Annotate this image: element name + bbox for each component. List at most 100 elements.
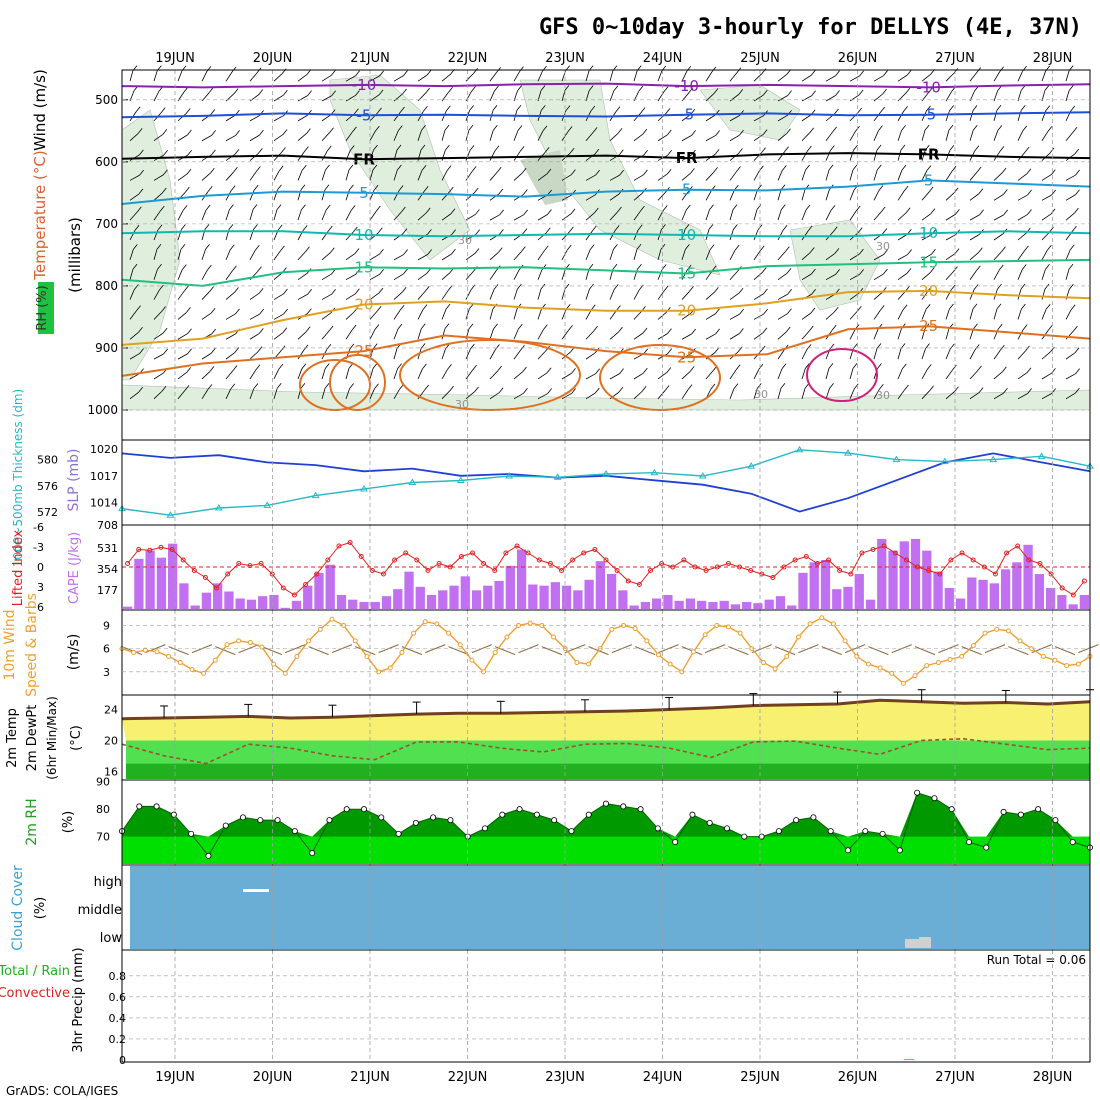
wind-barb	[253, 224, 258, 230]
wind-barb	[441, 170, 448, 181]
wind-barb	[161, 385, 167, 392]
wind-barb	[187, 129, 192, 136]
wind-barb	[1017, 250, 1025, 261]
wind-barb	[297, 251, 306, 261]
lifted-index-marker	[1048, 571, 1054, 577]
lifted-index-marker	[915, 564, 921, 570]
wind-barb	[972, 105, 978, 111]
date-label-bottom: 19JUN	[155, 1070, 195, 1085]
rh-marker	[793, 817, 800, 824]
wind-speed-marker	[737, 630, 743, 636]
wind-barb	[160, 107, 166, 113]
wind-barb	[614, 225, 620, 231]
wind-barb	[441, 328, 446, 340]
wind-barb	[225, 370, 234, 380]
cape-bar	[303, 585, 313, 609]
thickness-tick-label: 576	[37, 480, 58, 493]
wind-barb	[761, 267, 767, 273]
wind-barb	[1065, 373, 1076, 380]
wind-barb	[546, 168, 552, 175]
wind-barb	[878, 125, 883, 131]
wind-barb	[471, 86, 476, 92]
rh-marker	[533, 811, 540, 818]
wind-barb	[235, 308, 240, 315]
wind-barb	[498, 387, 504, 393]
wind-barb	[1069, 283, 1074, 290]
wind-barb	[585, 373, 596, 380]
rh-marker	[378, 814, 385, 821]
wind-tick-label: 6	[103, 643, 110, 656]
wind-barb	[681, 312, 692, 320]
wind-barb	[1025, 345, 1030, 352]
wind-barb	[537, 329, 544, 340]
rh-tick-label: 80	[96, 803, 110, 816]
wind-barb	[619, 368, 624, 374]
wind-barb	[760, 345, 766, 352]
wind-barb	[401, 286, 407, 293]
wind-speed-marker	[854, 653, 860, 659]
wind-barb	[206, 66, 212, 72]
wind-barb	[328, 225, 333, 232]
wind-barb	[993, 194, 1004, 201]
wind-barb	[513, 392, 524, 400]
wind-barb	[273, 115, 284, 122]
wind-barb	[973, 323, 978, 330]
wind-barb	[921, 272, 931, 281]
wind-barb	[297, 368, 303, 380]
contour-label: 15	[354, 258, 373, 276]
contour-label: 20	[919, 282, 938, 300]
cape-bar	[922, 550, 932, 609]
pressure-axis-label: (millibars)	[66, 217, 84, 293]
wind-barb	[807, 225, 813, 232]
wind-barb	[868, 646, 889, 656]
wind-barb	[1065, 212, 1075, 221]
wind-barb	[945, 192, 955, 201]
wind-barb	[537, 130, 544, 141]
wind-barb	[877, 363, 882, 369]
lifted-index-marker	[214, 585, 220, 591]
thickness-marker	[650, 468, 659, 476]
wind-barb	[513, 214, 524, 221]
wind-barb	[493, 284, 499, 290]
wind-barb	[225, 333, 236, 340]
wind-barb	[589, 283, 594, 290]
wind-speed-marker	[131, 650, 137, 655]
cape-bar	[798, 572, 808, 609]
wind-barb	[234, 149, 240, 155]
wind-barb	[302, 225, 308, 231]
temp-axis-unit: (°C)	[69, 725, 84, 751]
wind-barb	[545, 227, 551, 234]
wind-barb	[974, 344, 980, 350]
wind-barb	[897, 149, 902, 161]
temperature-axis-label: Temperature (°C)	[31, 150, 49, 280]
wind-barb	[585, 352, 596, 360]
cape-bar	[888, 550, 898, 609]
wind-barb	[810, 307, 816, 314]
wind-barb	[876, 164, 882, 171]
lifted-index-marker	[514, 543, 520, 549]
wind-barb	[177, 134, 188, 142]
precip-axis-label: 3hr Precip (mm)	[71, 947, 86, 1052]
wind-barb	[753, 293, 764, 300]
wind-barb	[403, 70, 408, 76]
rh-marker	[499, 811, 506, 818]
wind-barb	[163, 169, 168, 176]
credit-label: GrADS: COLA/IGES	[6, 1084, 118, 1098]
wind-barb	[1074, 148, 1080, 155]
wind-barb	[513, 371, 523, 380]
wind-speed-marker	[1005, 628, 1011, 634]
wind-barb	[859, 248, 864, 255]
wind-barb	[969, 90, 975, 102]
wind-barb	[657, 290, 665, 300]
wind-barb	[633, 90, 640, 102]
date-label-bottom: 20JUN	[253, 1070, 293, 1085]
wind-barb	[785, 326, 791, 333]
rh-marker	[741, 833, 748, 840]
wind-barb	[303, 344, 309, 351]
wind-barb	[177, 372, 188, 380]
wind-barb	[593, 325, 598, 332]
wind-barb	[276, 383, 282, 389]
wind-barb	[249, 293, 260, 300]
lifted-index-marker	[447, 564, 453, 570]
wind-barb	[681, 269, 688, 280]
